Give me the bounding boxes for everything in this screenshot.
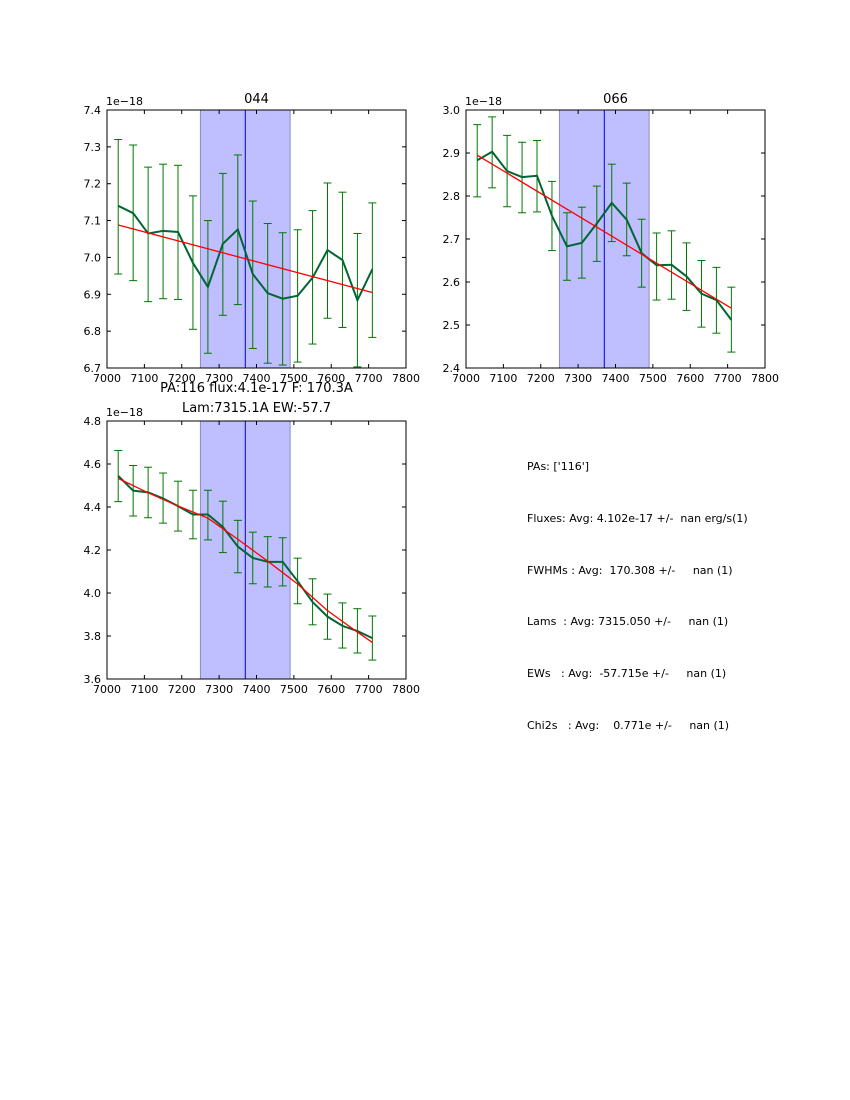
- y-tick-label: 4.2: [84, 544, 102, 557]
- x-tick-label: 7100: [489, 372, 517, 385]
- plot-area: [114, 449, 377, 661]
- y-tick-label: 4.6: [84, 458, 102, 471]
- y-tick-label: 4.0: [84, 587, 102, 600]
- chart-subtitle: Lam:7315.1A EW:-57.7: [182, 401, 331, 416]
- y-tick-label: 7.3: [84, 141, 102, 154]
- summary-fwhms: FWHMs : Avg: 170.308 +/- nan (1): [527, 563, 733, 577]
- offset-label: 1e−18: [106, 95, 143, 108]
- x-tick-label: 7300: [205, 372, 233, 385]
- offset-label: 1e−18: [106, 406, 143, 419]
- y-tick-label: 3.0: [443, 104, 461, 117]
- x-tick-label: 7600: [317, 683, 345, 696]
- chart-title: PA:116 flux:4.1e-17 F: 170.3A: [160, 381, 353, 396]
- x-tick-label: 7400: [243, 683, 271, 696]
- x-tick-label: 7200: [168, 372, 196, 385]
- x-tick-label: 7500: [639, 372, 667, 385]
- panel-pa116: 7000 7100 7200 7300 7400 7500 7600 7700 7800 3.6 3…: [84, 381, 421, 696]
- spectrum-line: [117, 475, 373, 640]
- y-tick-label: 2.7: [443, 233, 461, 246]
- plot-area: [473, 116, 736, 353]
- x-tick-label: 7300: [205, 683, 233, 696]
- y-tick-label: 6.8: [84, 325, 102, 338]
- x-tick-label: 7500: [280, 683, 308, 696]
- x-tick-label: 7500: [280, 372, 308, 385]
- x-tick-label: 7100: [130, 683, 158, 696]
- summary-pas: PAs: ['116']: [527, 460, 590, 473]
- y-tick-label: 2.9: [443, 147, 461, 160]
- y-tick-label: 6.9: [84, 288, 102, 301]
- panel-044: 7000 7100 7200 7300 7400 7500 7600 7700 7800 6.7 6…: [84, 92, 421, 385]
- x-tick-label: 7200: [527, 372, 555, 385]
- x-tick-label: 7600: [676, 372, 704, 385]
- y-tick-label: 6.7: [84, 362, 102, 375]
- y-tick-label: 2.6: [443, 276, 461, 289]
- x-tick-label: 7300: [564, 372, 592, 385]
- y-tick-label: 7.0: [84, 251, 102, 264]
- x-tick-label: 7800: [392, 372, 420, 385]
- y-tick-label: 7.2: [84, 178, 102, 191]
- y-tick-label: 7.1: [84, 215, 102, 228]
- x-tick-label: 7000: [93, 683, 121, 696]
- x-tick-label: 7100: [130, 372, 158, 385]
- summary-lams: Lams : Avg: 7315.050 +/- nan (1): [527, 615, 729, 629]
- fit-line: [118, 224, 373, 294]
- x-tick-label: 7200: [168, 683, 196, 696]
- x-tick-label: 7400: [243, 372, 271, 385]
- x-tick-label: 7800: [751, 372, 779, 385]
- y-tick-label: 3.8: [84, 630, 102, 643]
- x-tick-label: 7800: [392, 683, 420, 696]
- spectrum-line: [476, 150, 733, 321]
- y-tick-label: 2.4: [443, 362, 461, 375]
- fit-line: [117, 477, 373, 643]
- y-tick-label: 2.8: [443, 190, 461, 203]
- x-tick-label: 7600: [317, 372, 345, 385]
- x-tick-label: 7700: [355, 683, 383, 696]
- chart-title: 066: [603, 92, 628, 107]
- y-tick-label: 3.6: [84, 673, 102, 686]
- summary-ews: EWs : Avg: -57.715e +/- nan (1): [527, 667, 727, 681]
- x-tick-label: 7000: [93, 372, 121, 385]
- summary-panel: PAs: ['116'] Fluxes: Avg: 4.102e-17 +/- …: [527, 433, 748, 757]
- offset-label: 1e−18: [465, 95, 502, 108]
- fit-line: [476, 154, 732, 309]
- x-tick-label: 7000: [452, 372, 480, 385]
- y-tick-label: 4.4: [84, 501, 102, 514]
- plot-area: [114, 138, 377, 368]
- chart-title: 044: [244, 92, 269, 107]
- spectrum-line: [117, 204, 374, 303]
- y-tick-label: 7.4: [84, 104, 102, 117]
- summary-chi2s: Chi2s : Avg: 0.771e +/- nan (1): [527, 718, 730, 732]
- x-tick-label: 7700: [714, 372, 742, 385]
- panel-066: 7000 7100 7200 7300 7400 7500 7600 7700 7800 2.4 2…: [443, 92, 780, 385]
- x-tick-label: 7700: [355, 372, 383, 385]
- y-tick-label: 2.5: [443, 319, 461, 332]
- y-tick-label: 4.8: [84, 415, 102, 428]
- summary-fluxes: Fluxes: Avg: 4.102e-17 +/- nan erg/s(1): [527, 511, 748, 525]
- x-tick-label: 7400: [602, 372, 630, 385]
